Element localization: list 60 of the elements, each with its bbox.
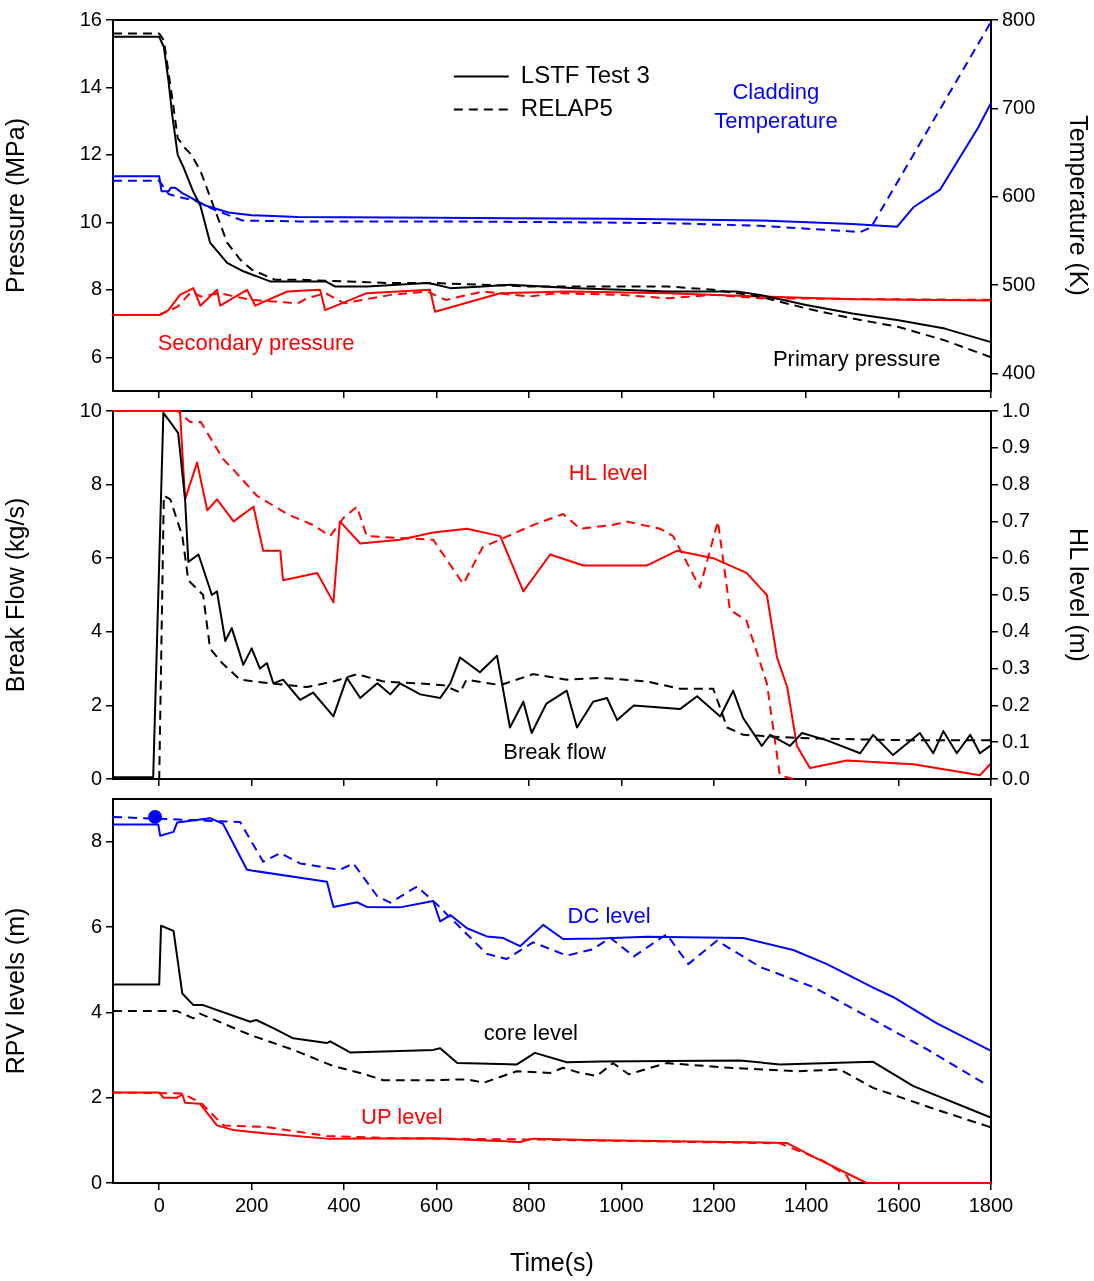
y2-tick-label: 0.0 (1002, 766, 1030, 789)
y2-tick-label: 0.3 (1002, 656, 1030, 679)
y-axis-title: Break Flow (kg/s) (0, 497, 29, 693)
y2-tick-label: 700 (1002, 95, 1036, 118)
x-tick-label: 1600 (876, 1193, 921, 1216)
x-tick-label: 1800 (968, 1193, 1014, 1216)
annotation: core level (483, 1020, 579, 1046)
x-axis-title: Time(s) (510, 1247, 594, 1276)
x-tick-label: 1200 (691, 1193, 736, 1216)
line-series (112, 22, 992, 233)
y2-tick-label: 500 (1002, 272, 1036, 295)
y2-tick-label: 0.2 (1002, 692, 1030, 715)
y2-tick-label: 600 (1002, 184, 1036, 207)
x-tick-label: 1400 (783, 1193, 829, 1216)
x-tick-label: 600 (419, 1193, 454, 1216)
y-tick-label: 8 (90, 829, 102, 852)
annotation: Secondary pressure (157, 329, 355, 355)
y-tick-label: 4 (90, 619, 102, 642)
y2-tick-label: 0.6 (1002, 545, 1030, 568)
y2-tick-label: 400 (1002, 360, 1036, 383)
y-tick-label: 2 (90, 1085, 102, 1108)
legend-label: RELAP5 (520, 94, 613, 122)
y2-axis-title: Temperature (K) (1065, 115, 1094, 296)
x-tick-label: 400 (327, 1193, 361, 1216)
y-tick-label: 10 (79, 209, 102, 232)
annotation: UP level (361, 1103, 443, 1129)
y2-tick-label: 1.0 (1002, 398, 1030, 421)
y-axis-title: Pressure (MPa) (0, 117, 29, 294)
y-tick-label: 0 (90, 766, 102, 789)
y-tick-label: 8 (90, 277, 102, 300)
y-tick-label: 12 (79, 142, 102, 165)
y2-tick-label: 0.7 (1002, 508, 1030, 531)
y-tick-label: 4 (90, 999, 102, 1022)
x-tick-label: 1000 (599, 1193, 644, 1216)
y-tick-label: 6 (90, 344, 102, 367)
y-tick-label: 6 (90, 545, 102, 568)
y2-tick-label: 0.9 (1002, 435, 1030, 458)
annotation: DC level (567, 902, 651, 928)
y2-tick-label: 0.1 (1002, 729, 1030, 752)
legend-label: LSTF Test 3 (520, 61, 650, 89)
y-tick-label: 10 (79, 398, 102, 421)
annotation: Primary pressure (772, 346, 941, 372)
y-tick-label: 16 (79, 7, 102, 30)
annotation: Cladding Temperature (714, 78, 838, 133)
y2-tick-label: 0.5 (1002, 582, 1030, 605)
y-tick-label: 14 (79, 74, 102, 97)
y-tick-label: 8 (90, 472, 102, 495)
y2-tick-label: 0.4 (1002, 619, 1030, 642)
y-tick-label: 6 (90, 914, 102, 937)
y-tick-label: 0 (90, 1170, 102, 1193)
y2-tick-label: 0.8 (1002, 472, 1030, 495)
x-tick-label: 800 (512, 1193, 546, 1216)
x-tick-label: 200 (234, 1193, 269, 1216)
y2-axis-title: HL level (m) (1065, 528, 1094, 662)
y-tick-label: 2 (90, 692, 102, 715)
annotation: HL level (568, 459, 648, 485)
y2-tick-label: 800 (1002, 7, 1036, 30)
y-axis-title: RPV levels (m) (0, 907, 29, 1075)
x-tick-label: 0 (153, 1193, 165, 1216)
annotation: Break flow (503, 739, 607, 765)
